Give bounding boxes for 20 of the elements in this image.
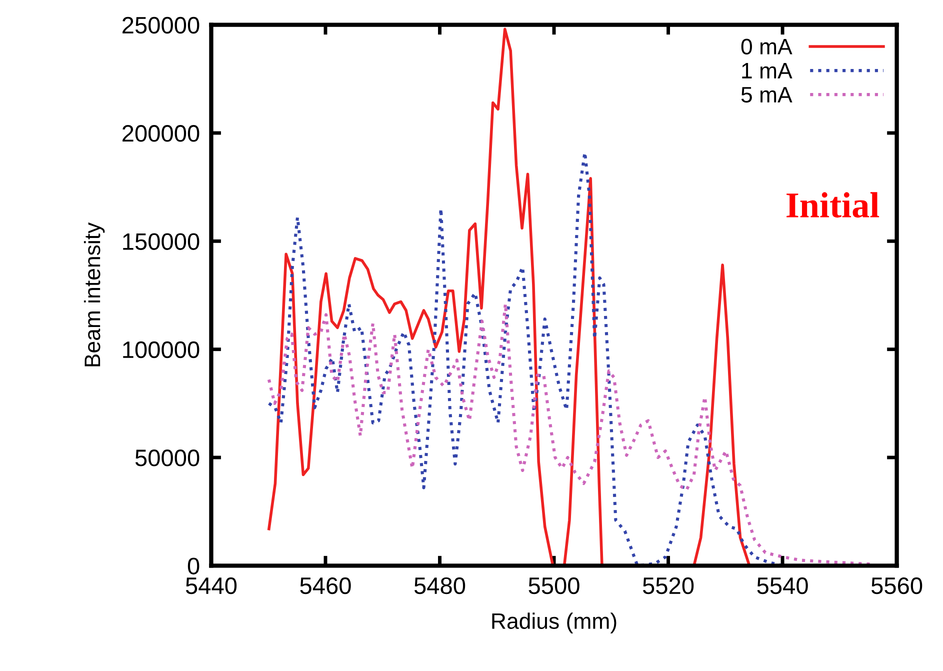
legend-label: 5 mA bbox=[741, 87, 792, 103]
y-tick-label: 200000 bbox=[122, 125, 200, 142]
y-tick-label: 250000 bbox=[122, 16, 200, 34]
x-tick-label: 5500 bbox=[528, 577, 580, 594]
y-tick-label: 50000 bbox=[135, 450, 200, 466]
y-axis-title: Beam intensity bbox=[84, 222, 105, 366]
x-tick-label: 5560 bbox=[871, 577, 922, 594]
x-tick-label: 5460 bbox=[300, 577, 351, 594]
x-tick-label: 5440 bbox=[186, 577, 237, 594]
line-series bbox=[268, 28, 751, 566]
legend-label: 1 mA bbox=[742, 63, 792, 78]
y-tick-label: 0 bbox=[188, 558, 200, 574]
x-tick-label: 5540 bbox=[757, 577, 808, 594]
y-tick-label: 100000 bbox=[123, 341, 200, 358]
x-tick-label: 5520 bbox=[642, 577, 694, 594]
legend-label: 0 mA bbox=[741, 38, 792, 54]
x-tick-label: 5480 bbox=[414, 577, 466, 594]
x-axis-title: Radius (mm) bbox=[492, 612, 616, 634]
y-tick-label: 150000 bbox=[123, 233, 200, 250]
annotation: Initial bbox=[786, 192, 880, 218]
